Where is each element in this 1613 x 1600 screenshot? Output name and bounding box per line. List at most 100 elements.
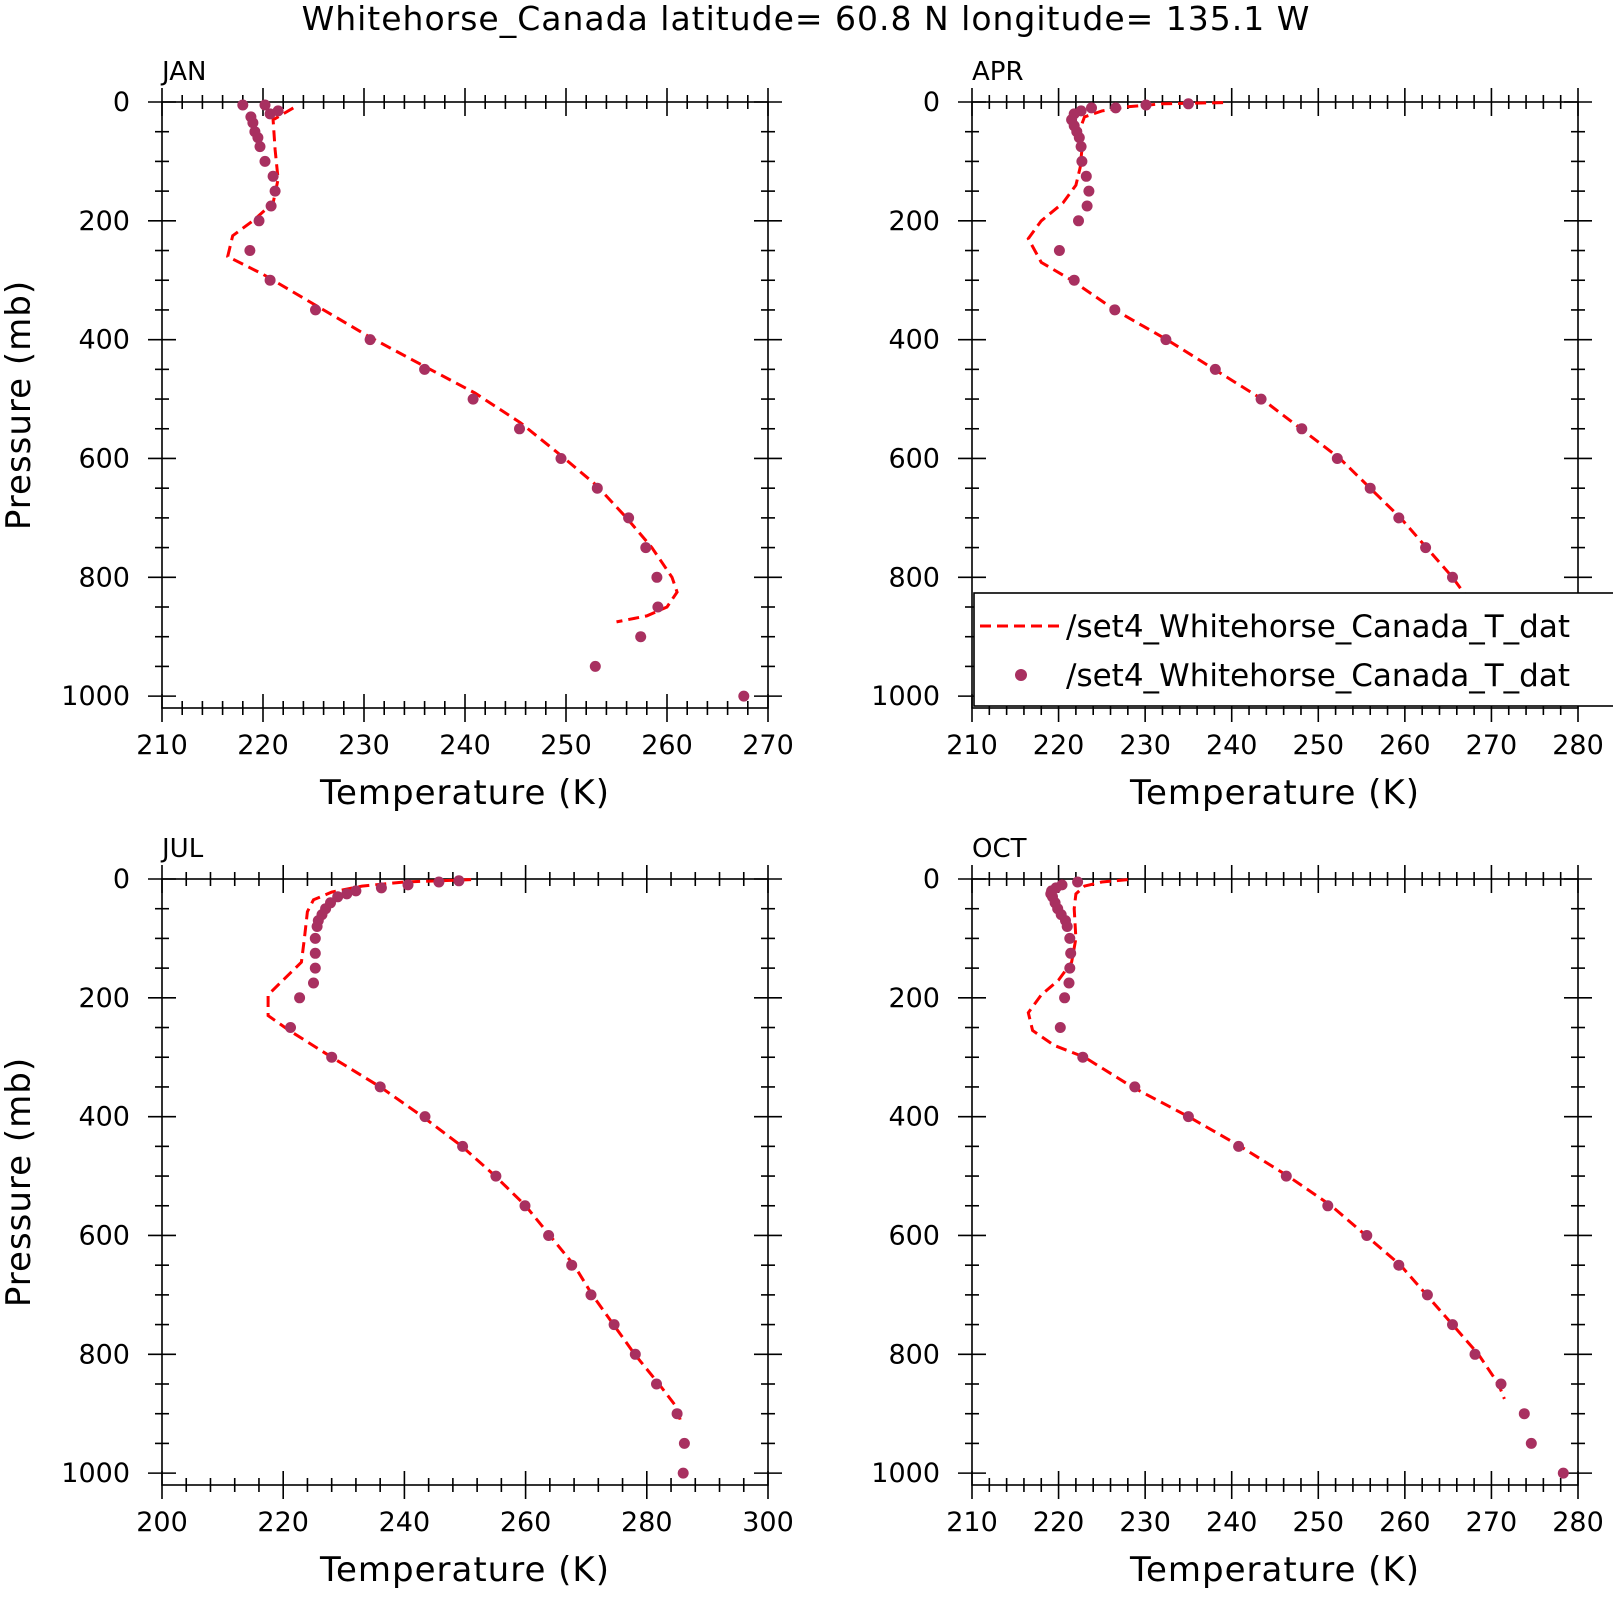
observation-point <box>1447 571 1458 583</box>
observation-point <box>311 921 323 932</box>
observation-point <box>1075 141 1087 153</box>
y-tick-label: 0 <box>113 87 130 118</box>
x-tick-label: 270 <box>742 730 794 761</box>
observation-point <box>1061 921 1073 932</box>
observation-point <box>1110 102 1122 114</box>
observation-point <box>566 1259 578 1271</box>
observation-point <box>1557 1467 1569 1479</box>
observation-point <box>252 132 264 144</box>
observation-point <box>1364 482 1376 494</box>
plot-frame <box>971 878 1579 1486</box>
observation-point <box>332 891 344 903</box>
observation-point <box>1280 1170 1292 1182</box>
observation-point <box>635 631 647 643</box>
observation-point <box>1109 304 1121 316</box>
observation-point <box>1495 1378 1507 1390</box>
observation-point <box>326 1051 338 1063</box>
observation-point <box>1080 170 1092 182</box>
observation-point <box>457 1140 469 1152</box>
observation-point <box>1129 1081 1141 1093</box>
x-tick-label: 260 <box>1379 1507 1431 1538</box>
y-tick-label: 800 <box>78 562 130 593</box>
observation-point <box>350 885 362 897</box>
panel-label: OCT <box>972 834 1027 864</box>
model-line-series <box>1026 101 1489 626</box>
observation-point <box>269 185 281 197</box>
y-tick-label: 0 <box>113 864 130 895</box>
observation-point <box>309 962 321 974</box>
observation-point <box>1063 977 1075 989</box>
observation-point <box>677 1467 689 1479</box>
observation-point <box>1209 363 1221 375</box>
y-tick-label: 800 <box>888 1339 940 1370</box>
y-axis-label: Pressure (mb) <box>0 280 39 530</box>
x-tick-label: 220 <box>1033 1507 1085 1538</box>
observation-point <box>1064 932 1076 944</box>
plot-frame <box>161 101 769 709</box>
observation-point <box>1065 947 1077 959</box>
observation-point <box>1525 1437 1537 1449</box>
x-tick-label: 240 <box>379 1507 431 1538</box>
legend: /set4_Whitehorse_Canada_T_dat/set4_White… <box>973 592 1613 707</box>
observation-point <box>1076 155 1088 167</box>
observation-point <box>264 108 276 120</box>
observation-point <box>591 482 603 494</box>
x-axis-label: Temperature (K) <box>319 773 610 813</box>
observation-point <box>1331 453 1343 464</box>
x-tick-label: 210 <box>946 730 998 761</box>
observation-point <box>1182 98 1194 110</box>
observation-point <box>1072 876 1084 888</box>
x-tick-label: 230 <box>1119 1507 1171 1538</box>
panel-label: JAN <box>160 57 206 87</box>
y-tick-label: 400 <box>888 325 940 356</box>
observation-point <box>310 304 321 316</box>
y-tick-label: 1000 <box>871 681 940 712</box>
observation-point <box>671 1408 683 1420</box>
y-tick-label: 400 <box>888 1102 940 1133</box>
y-tick-label: 200 <box>78 983 130 1014</box>
observation-point <box>309 947 321 959</box>
observation-point <box>629 1348 641 1360</box>
observation-point <box>651 571 663 583</box>
observation-point <box>254 141 266 153</box>
x-tick-label: 210 <box>136 730 188 761</box>
observation-point <box>519 1200 531 1212</box>
y-tick-label: 1000 <box>871 1458 940 1489</box>
y-tick-label: 1000 <box>61 681 130 712</box>
observation-point <box>264 274 276 286</box>
observation-point <box>419 1111 431 1123</box>
observation-point <box>589 660 601 672</box>
observation-point <box>247 117 259 129</box>
observation-point <box>237 99 249 111</box>
observation-point <box>1140 99 1152 111</box>
observation-point <box>1447 1319 1458 1331</box>
observation-point <box>294 992 306 1004</box>
observation-point <box>374 1081 386 1093</box>
observation-point <box>608 1319 620 1331</box>
observation-point <box>375 882 387 894</box>
x-tick-label: 220 <box>1033 730 1085 761</box>
observation-point <box>467 393 479 405</box>
x-axis-label: Temperature (K) <box>1129 1550 1420 1590</box>
observation-point <box>651 1378 662 1390</box>
observation-point <box>1068 274 1080 286</box>
observation-point <box>738 690 750 702</box>
x-tick-label: 230 <box>338 730 390 761</box>
observation-point <box>1073 215 1084 227</box>
plot-frame <box>971 101 1579 709</box>
observation-point <box>1421 1289 1433 1301</box>
y-tick-label: 600 <box>888 1220 940 1251</box>
legend-box <box>973 592 1613 707</box>
observation-point <box>1255 393 1267 405</box>
observation-point <box>514 423 525 435</box>
observation-point <box>1053 245 1065 256</box>
x-tick-label: 280 <box>1552 730 1604 761</box>
x-tick-label: 250 <box>1293 1507 1345 1538</box>
x-tick-label: 220 <box>237 730 289 761</box>
y-tick-label: 1000 <box>61 1458 130 1489</box>
observation-point <box>1420 542 1432 554</box>
legend-label: /set4_Whitehorse_Canada_T_dat <box>1066 658 1570 694</box>
